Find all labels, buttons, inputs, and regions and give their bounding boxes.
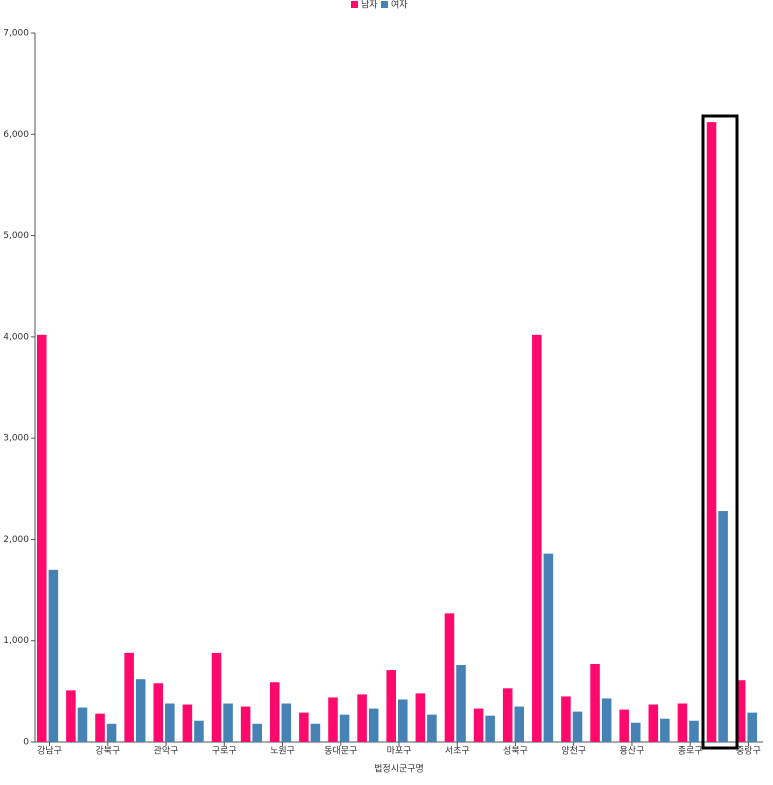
legend-label: 여자 <box>391 0 408 11</box>
bar <box>240 706 251 742</box>
legend-label: 남자 <box>361 0 378 11</box>
y-tick-label: 4,000 <box>3 332 29 342</box>
bar <box>601 698 612 742</box>
bar <box>77 707 88 742</box>
bar <box>310 723 321 742</box>
bar <box>124 652 134 742</box>
x-tick-label: 관악구 <box>154 745 179 757</box>
bar <box>648 704 659 742</box>
bar <box>357 694 367 742</box>
bar <box>485 715 495 742</box>
bar <box>299 712 309 742</box>
bar <box>281 703 292 742</box>
bar <box>689 720 699 742</box>
bar <box>677 703 688 742</box>
y-tick-label: 2,000 <box>3 535 29 545</box>
bar <box>328 697 338 742</box>
legend-swatch <box>381 1 388 8</box>
bar <box>630 722 641 742</box>
bar <box>398 699 408 742</box>
bar <box>48 569 59 742</box>
bar <box>223 703 233 742</box>
bar <box>718 511 728 742</box>
bar <box>153 683 164 742</box>
bar <box>386 670 396 742</box>
bar <box>252 723 262 742</box>
y-tick-label: 1,000 <box>3 636 29 646</box>
x-tick-label: 마포구 <box>387 746 412 757</box>
bar <box>735 680 746 742</box>
x-tick-label: 구로구 <box>212 746 237 757</box>
bar <box>514 706 525 742</box>
x-tick-label: 용산구 <box>620 746 645 757</box>
bar <box>106 723 117 742</box>
y-tick-label: 7,000 <box>3 29 29 39</box>
x-tick-label: 양천구 <box>561 746 586 757</box>
bar <box>135 679 146 742</box>
x-tick-label: 동대문구 <box>324 746 357 757</box>
x-tick-label: 노원구 <box>270 746 295 757</box>
bar <box>619 709 629 742</box>
bar <box>66 690 76 742</box>
bar <box>269 682 280 742</box>
bar <box>339 714 350 742</box>
x-tick-label: 강북구 <box>95 746 120 757</box>
legend-swatch <box>351 1 358 8</box>
y-tick-label: 6,000 <box>3 130 29 140</box>
bar <box>706 122 717 743</box>
bar <box>95 713 105 742</box>
bar <box>165 703 175 742</box>
y-tick-label: 3,000 <box>3 434 29 444</box>
x-tick-label: 강남구 <box>37 746 62 757</box>
bar <box>182 704 193 742</box>
bar <box>543 553 554 742</box>
bar <box>37 334 47 742</box>
x-tick-label: 중랑구 <box>736 745 761 757</box>
bar <box>444 613 455 742</box>
bar <box>747 712 757 742</box>
x-tick-label: 종로구 <box>678 746 703 757</box>
bar <box>532 334 542 742</box>
bar <box>660 718 670 742</box>
y-tick-label: 0 <box>23 738 29 748</box>
bar <box>572 711 583 742</box>
bar <box>502 688 513 742</box>
highlight-box <box>701 114 739 750</box>
bar <box>368 708 379 742</box>
y-tick-label: 5,000 <box>3 231 29 241</box>
bar <box>194 720 204 742</box>
bar <box>456 665 466 742</box>
x-tick-label: 서초구 <box>445 746 470 757</box>
x-axis-title: 법정시군구명 <box>374 764 424 775</box>
bar <box>415 693 426 742</box>
bar <box>590 664 600 742</box>
bar <box>561 696 571 742</box>
bar <box>211 652 222 742</box>
bar <box>427 714 437 742</box>
bar <box>473 708 484 742</box>
x-tick-label: 성북구 <box>503 746 528 757</box>
